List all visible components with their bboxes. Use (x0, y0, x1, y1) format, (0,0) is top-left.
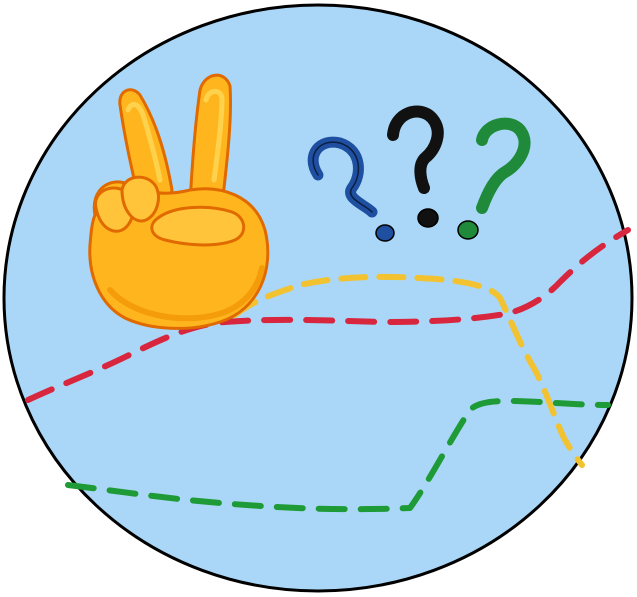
hand-highlight-2 (125, 102, 163, 183)
question-mark-icon (387, 105, 444, 228)
question-mark-icon (457, 117, 531, 240)
yellow-dashed-line (232, 273, 585, 468)
thumb (150, 205, 246, 247)
question-marks (307, 105, 531, 242)
red-dashed-line (25, 227, 631, 403)
question-mark-icon (307, 136, 395, 242)
folded-fingers-2 (120, 175, 160, 223)
hand-shade (107, 265, 265, 322)
dashed-lines (25, 227, 631, 513)
victory-hand-icon (88, 73, 270, 330)
green-dashed-line (65, 397, 611, 513)
hand-highlight (203, 89, 225, 183)
